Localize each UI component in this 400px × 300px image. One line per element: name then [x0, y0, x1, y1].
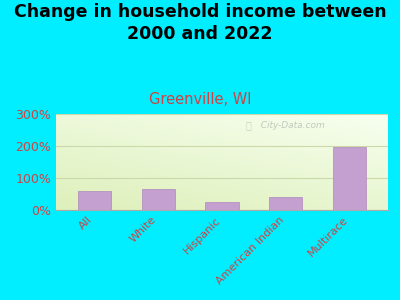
Bar [269, 196, 302, 210]
Bar [333, 147, 366, 210]
Bar [78, 191, 111, 210]
Bar [142, 189, 175, 210]
Text: City-Data.com: City-Data.com [255, 121, 325, 130]
Text: Greenville, WI: Greenville, WI [149, 92, 251, 106]
Text: Ⓐ: Ⓐ [245, 121, 251, 130]
Bar [206, 202, 238, 210]
Text: Change in household income between
2000 and 2022: Change in household income between 2000 … [14, 3, 386, 43]
